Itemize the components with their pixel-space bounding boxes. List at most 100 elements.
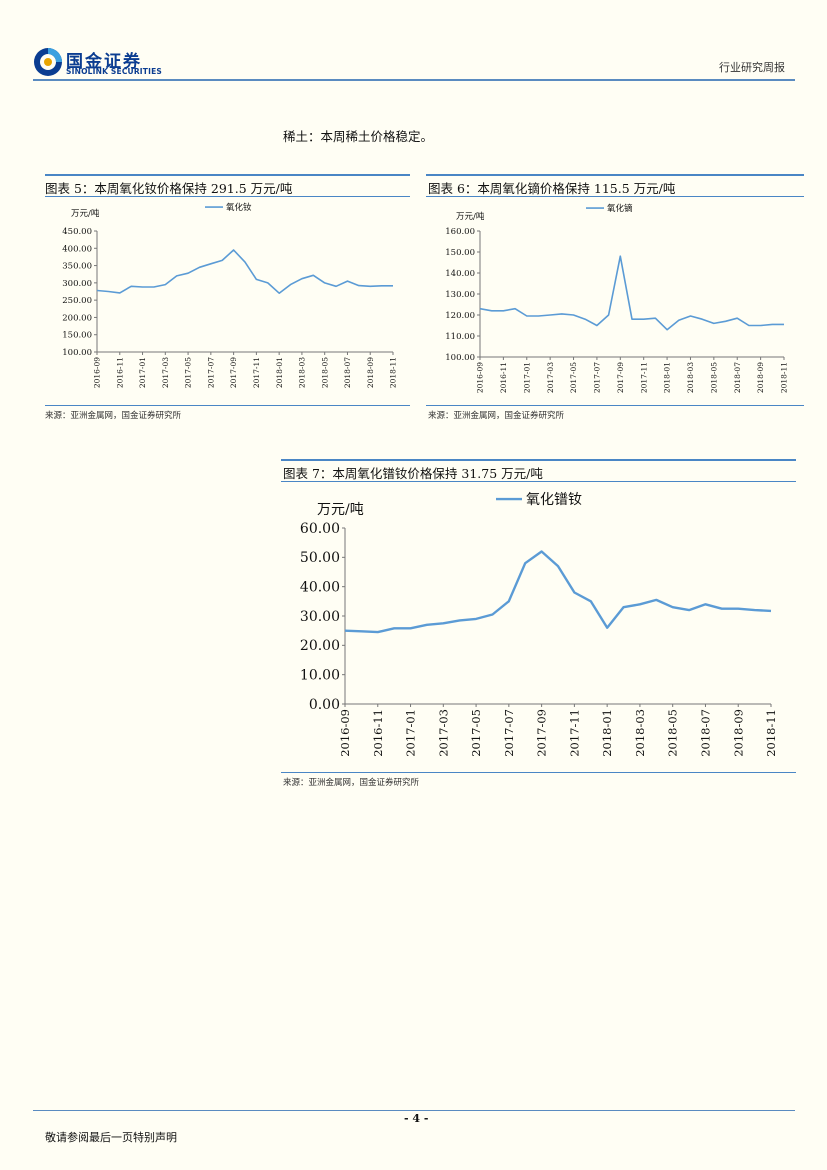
x-tick-label: 2017-01 bbox=[138, 357, 147, 388]
x-tick-label: 2018-09 bbox=[731, 709, 745, 757]
legend-label: 氧化镨钕 bbox=[526, 492, 582, 508]
y-tick-label: 20.00 bbox=[300, 638, 340, 654]
x-tick-label: 2017-09 bbox=[616, 362, 625, 393]
disclaimer: 敬请参阅最后一页特别声明 bbox=[45, 1131, 177, 1144]
y-tick-label: 110.00 bbox=[445, 332, 475, 342]
footer-divider bbox=[33, 1110, 795, 1111]
series-line bbox=[96, 249, 393, 294]
y-tick-label: 250.00 bbox=[62, 296, 92, 306]
x-tick-label: 2017-01 bbox=[404, 709, 418, 757]
x-tick-label: 2016-11 bbox=[115, 357, 124, 388]
fig7-chart: 万元/吨 氧化镨钕 0.00 10.00 20.00 30.00 40.00 50.00 60.… bbox=[300, 492, 778, 757]
x-tick-label: 2018-09 bbox=[756, 362, 765, 393]
page-number: - 4 - bbox=[404, 1112, 429, 1125]
y-tick-label: 50.00 bbox=[300, 550, 340, 566]
fig7-source: 来源：亚洲金属网，国金证券研究所 bbox=[283, 778, 420, 788]
x-tick-label: 2018-07 bbox=[698, 709, 712, 757]
fig6-title: 图表 6：本周氧化镝价格保持 115.5 万元/吨 bbox=[428, 181, 676, 196]
x-tick-label: 2017-07 bbox=[593, 362, 602, 393]
fig5-chart: 万元/吨 氧化钕 100.00 150.00 200.00 250.00 300.00 350… bbox=[62, 202, 398, 388]
x-tick-label: 2017-09 bbox=[535, 709, 549, 757]
y-tick-label: 30.00 bbox=[300, 609, 340, 625]
intro-text: 稀土：本周稀土价格稳定。 bbox=[283, 129, 434, 144]
y-tick-label: 60.00 bbox=[300, 521, 340, 537]
x-tick-label: 2017-11 bbox=[639, 362, 648, 393]
x-tick-label: 2017-03 bbox=[436, 709, 450, 757]
fig5-title-rule bbox=[45, 196, 410, 197]
x-tick-label: 2017-11 bbox=[252, 357, 261, 388]
x-tick-label: 2018-01 bbox=[600, 709, 614, 757]
logo-text-en: SINOLINK SECURITIES bbox=[66, 67, 163, 76]
y-tick-label: 350.00 bbox=[62, 262, 92, 272]
x-tick-label: 2018-03 bbox=[686, 362, 695, 393]
y-unit-label: 万元/吨 bbox=[456, 211, 485, 222]
x-tick-label: 2018-03 bbox=[298, 357, 307, 388]
fig5-title: 图表 5：本周氧化钕价格保持 291.5 万元/吨 bbox=[45, 181, 293, 196]
x-tick-label: 2018-07 bbox=[343, 357, 352, 388]
x-tick-label: 2016-11 bbox=[499, 362, 508, 393]
x-tick-label: 2017-11 bbox=[567, 709, 581, 757]
header-divider bbox=[33, 79, 795, 81]
x-tick-label: 2017-05 bbox=[569, 362, 578, 393]
sinolink-logo-icon bbox=[34, 48, 62, 76]
y-tick-label: 400.00 bbox=[62, 244, 92, 254]
y-tick-label: 100.00 bbox=[62, 348, 92, 358]
fig6-chart: 万元/吨 氧化镝 100.00 110.00 120.00 130.00 140.00 150… bbox=[445, 203, 789, 393]
fig6-title-rule bbox=[426, 196, 804, 197]
x-tick-label: 2018-05 bbox=[709, 362, 718, 393]
y-tick-label: 150.00 bbox=[62, 331, 92, 341]
fig6-bottom-rule bbox=[426, 405, 804, 406]
x-tick-label: 2016-09 bbox=[93, 357, 102, 388]
fig7-bottom-rule bbox=[281, 772, 796, 773]
x-tick-label: 2017-01 bbox=[522, 362, 531, 393]
logo-text-cn: 国金证券 bbox=[66, 52, 142, 72]
fig7-title: 图表 7：本周氧化镨钕价格保持 31.75 万元/吨 bbox=[283, 466, 543, 481]
x-tick-label: 2017-09 bbox=[229, 357, 238, 388]
y-tick-label: 40.00 bbox=[300, 580, 340, 596]
x-tick-label: 2017-05 bbox=[469, 709, 483, 757]
x-tick-label: 2016-09 bbox=[338, 709, 352, 757]
y-tick-label: 450.00 bbox=[62, 227, 92, 237]
y-tick-label: 10.00 bbox=[300, 668, 340, 684]
x-tick-label: 2017-03 bbox=[161, 357, 170, 388]
series-line bbox=[344, 550, 772, 634]
series-line bbox=[479, 255, 784, 331]
y-tick-label: 130.00 bbox=[445, 290, 475, 300]
x-tick-label: 2018-11 bbox=[764, 709, 778, 757]
y-unit-label: 万元/吨 bbox=[317, 502, 364, 518]
legend-label: 氧化镝 bbox=[607, 203, 633, 214]
legend-label: 氧化钕 bbox=[226, 202, 252, 213]
x-tick-label: 2017-05 bbox=[184, 357, 193, 388]
y-unit-label: 万元/吨 bbox=[71, 208, 100, 219]
x-tick-label: 2016-11 bbox=[371, 709, 385, 757]
x-tick-label: 2018-05 bbox=[666, 709, 680, 757]
y-tick-label: 0.00 bbox=[309, 697, 340, 713]
x-tick-label: 2018-07 bbox=[733, 362, 742, 393]
fig5-bottom-rule bbox=[45, 405, 410, 406]
fig5-top-rule bbox=[45, 174, 410, 176]
x-tick-label: 2018-05 bbox=[320, 357, 329, 388]
report-type: 行业研究周报 bbox=[719, 61, 785, 74]
fig6-source: 来源：亚洲金属网，国金证券研究所 bbox=[428, 411, 565, 421]
x-tick-label: 2018-01 bbox=[275, 357, 284, 388]
x-tick-label: 2018-01 bbox=[663, 362, 672, 393]
x-tick-label: 2017-07 bbox=[206, 357, 215, 388]
x-tick-label: 2018-03 bbox=[633, 709, 647, 757]
x-tick-label: 2016-09 bbox=[476, 362, 485, 393]
y-tick-label: 200.00 bbox=[62, 313, 92, 323]
x-tick-label: 2018-11 bbox=[389, 357, 398, 388]
y-tick-label: 160.00 bbox=[445, 227, 475, 237]
y-tick-label: 120.00 bbox=[445, 311, 475, 321]
fig7-top-rule bbox=[281, 459, 796, 461]
y-tick-label: 300.00 bbox=[62, 279, 92, 289]
x-tick-label: 2017-03 bbox=[546, 362, 555, 393]
y-tick-label: 140.00 bbox=[445, 269, 475, 279]
y-tick-label: 150.00 bbox=[445, 248, 475, 258]
x-tick-label: 2017-07 bbox=[502, 709, 516, 757]
fig5-source: 来源：亚洲金属网，国金证券研究所 bbox=[45, 411, 182, 421]
y-tick-label: 100.00 bbox=[445, 353, 475, 363]
x-tick-label: 2018-09 bbox=[366, 357, 375, 388]
x-tick-label: 2018-11 bbox=[780, 362, 789, 393]
fig6-top-rule bbox=[426, 174, 804, 176]
fig7-title-rule bbox=[281, 481, 796, 482]
